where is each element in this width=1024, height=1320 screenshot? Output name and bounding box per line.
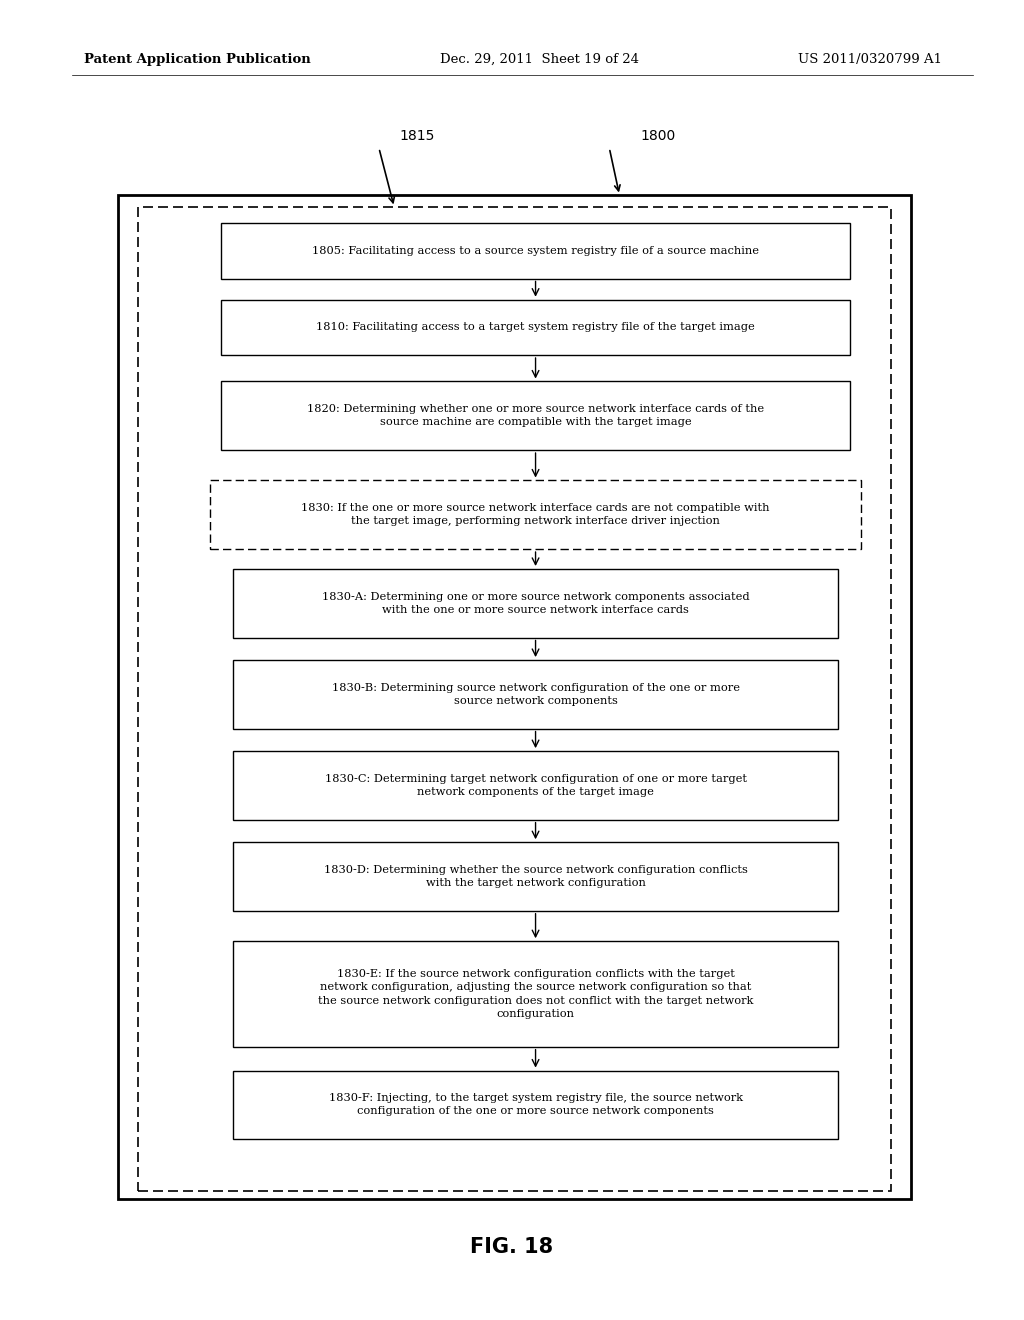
Text: 1830-B: Determining source network configuration of the one or more
source netwo: 1830-B: Determining source network confi… (332, 682, 739, 706)
Text: 1830: If the one or more source network interface cards are not compatible with
: 1830: If the one or more source network … (301, 503, 770, 527)
Text: 1830-C: Determining target network configuration of one or more target
network c: 1830-C: Determining target network confi… (325, 774, 746, 797)
Text: 1830-F: Injecting, to the target system registry file, the source network
config: 1830-F: Injecting, to the target system … (329, 1093, 742, 1117)
Text: 1800: 1800 (640, 128, 675, 143)
Bar (211, 480, 860, 549)
Bar (233, 941, 838, 1047)
Text: 1805: Facilitating access to a source system registry file of a source machine: 1805: Facilitating access to a source sy… (312, 246, 759, 256)
Bar (221, 381, 850, 450)
Text: 1820: Determining whether one or more source network interface cards of the
sour: 1820: Determining whether one or more so… (307, 404, 764, 428)
Text: Patent Application Publication: Patent Application Publication (84, 53, 310, 66)
Bar (233, 660, 838, 729)
Bar (221, 300, 850, 355)
Text: FIG. 18: FIG. 18 (470, 1237, 554, 1258)
Text: 1830-A: Determining one or more source network components associated
with the on: 1830-A: Determining one or more source n… (322, 591, 750, 615)
Bar (118, 195, 911, 1199)
Text: 1810: Facilitating access to a target system registry file of the target image: 1810: Facilitating access to a target sy… (316, 322, 755, 333)
Bar (221, 223, 850, 279)
Text: 1830-E: If the source network configuration conflicts with the target
network co: 1830-E: If the source network configurat… (317, 969, 754, 1019)
Bar (233, 751, 838, 820)
Text: 1815: 1815 (399, 128, 435, 143)
Bar (233, 569, 838, 638)
Bar (233, 1071, 838, 1139)
Text: Dec. 29, 2011  Sheet 19 of 24: Dec. 29, 2011 Sheet 19 of 24 (440, 53, 639, 66)
Text: US 2011/0320799 A1: US 2011/0320799 A1 (798, 53, 942, 66)
Text: 1830-D: Determining whether the source network configuration conflicts
with the : 1830-D: Determining whether the source n… (324, 865, 748, 888)
Bar (233, 842, 838, 911)
Bar (138, 207, 891, 1191)
